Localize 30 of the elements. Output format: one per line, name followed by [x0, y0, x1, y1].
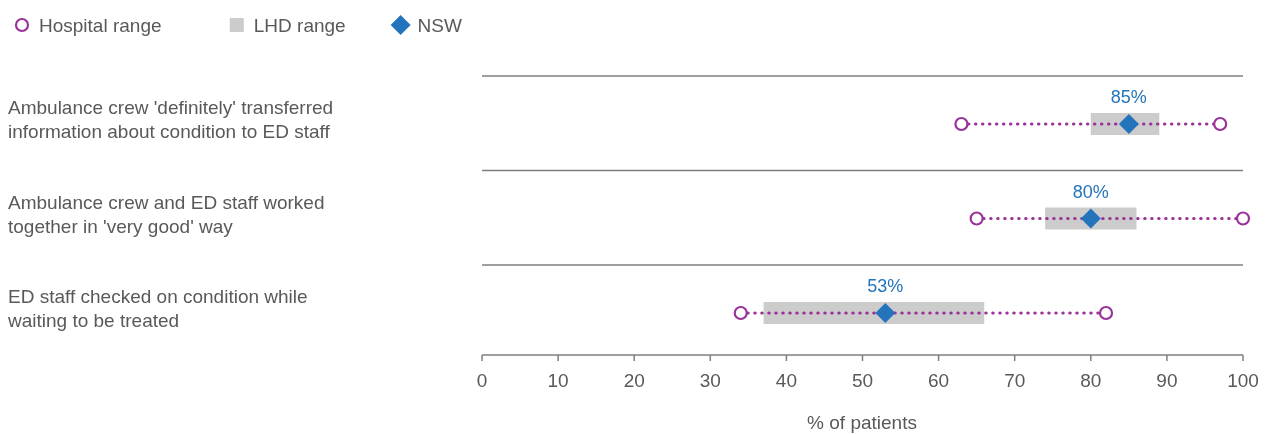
- x-tick-label: 0: [476, 370, 488, 391]
- point: [1080, 208, 1101, 229]
- data-label: 85%: [1110, 87, 1147, 107]
- point: [1213, 116, 1228, 132]
- data-label: 80%: [1072, 181, 1109, 202]
- x-tick-label: 60: [928, 370, 950, 391]
- x-tick-label: 70: [1004, 370, 1026, 391]
- x-tick-label: 50: [851, 370, 874, 391]
- bar: [763, 302, 985, 324]
- x-axis-title: % of patients: [807, 412, 917, 433]
- point: [1098, 305, 1114, 321]
- y-tick-label: Ambulance crew and ED staff worked together in 'very good' way: [8, 191, 325, 237]
- y-tick-label: ED staff checked on condition while waiting to be treated: [7, 286, 308, 331]
- point: [1235, 211, 1251, 226]
- x-tick-label: 90: [1156, 370, 1178, 391]
- x-tick-label: 40: [775, 370, 797, 391]
- legend-label: NSW: [417, 15, 462, 36]
- data-label: 53%: [867, 276, 904, 296]
- legend-label: LHD range: [253, 15, 346, 36]
- x-tick-label: 20: [623, 370, 645, 391]
- y-tick-label: Ambulance crew 'definitely' transferred information about condition to ED staff: [8, 97, 334, 142]
- x-tick-label: 80: [1080, 370, 1102, 391]
- point: [733, 305, 748, 321]
- x-tick-label: 30: [699, 370, 721, 391]
- legend-label: Hospital range: [39, 15, 162, 36]
- point: [954, 116, 969, 132]
- x-tick-label: 100: [1227, 370, 1259, 391]
- point: [875, 303, 896, 323]
- x-tick-label: 10: [547, 370, 569, 391]
- point: [969, 211, 984, 226]
